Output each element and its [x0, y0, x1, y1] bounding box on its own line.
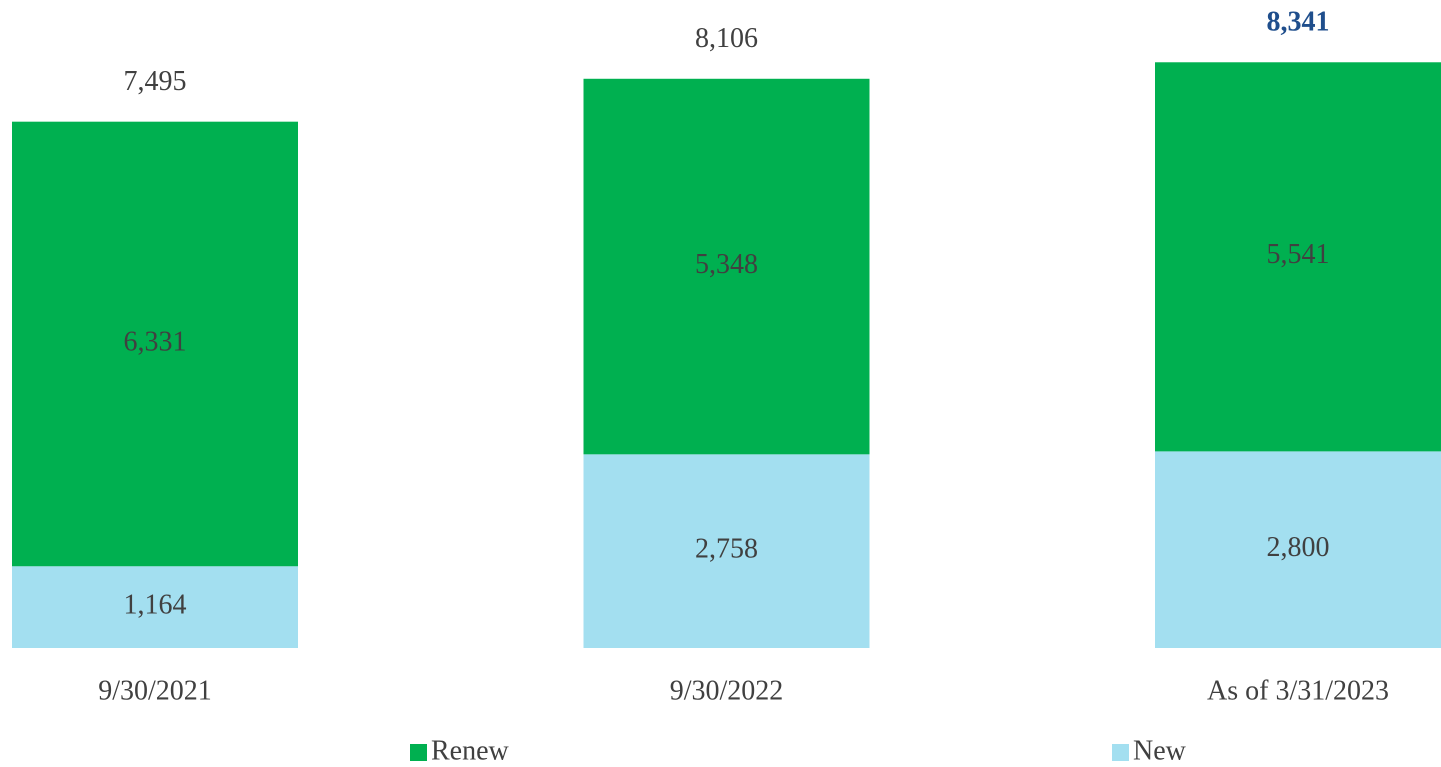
bar-segment: [1155, 451, 1441, 648]
bar-segment: [12, 566, 298, 648]
total-label: 7,495: [124, 66, 187, 97]
bar-segment: [1155, 62, 1441, 452]
value-label: 2,800: [1267, 532, 1330, 563]
x-tick-label: As of 3/31/2023: [1207, 675, 1389, 706]
legend-label: Renew: [431, 735, 510, 766]
total-label: 8,341: [1267, 7, 1330, 38]
legend-swatch: [1112, 744, 1129, 761]
value-label: 1,164: [124, 590, 187, 621]
value-label: 5,348: [695, 249, 758, 280]
legend-swatch: [410, 744, 427, 761]
value-label: 5,541: [1267, 239, 1330, 270]
total-label: 8,106: [695, 23, 758, 54]
x-tick-label: 9/30/2022: [670, 675, 784, 706]
bar-segment: [12, 121, 298, 567]
x-tick-label: 9/30/2021: [98, 675, 212, 706]
legend-label: New: [1133, 735, 1187, 766]
bar-segment: [583, 78, 870, 455]
value-label: 6,331: [124, 326, 187, 357]
value-label: 2,758: [695, 534, 758, 565]
bar-segment: [583, 454, 870, 648]
